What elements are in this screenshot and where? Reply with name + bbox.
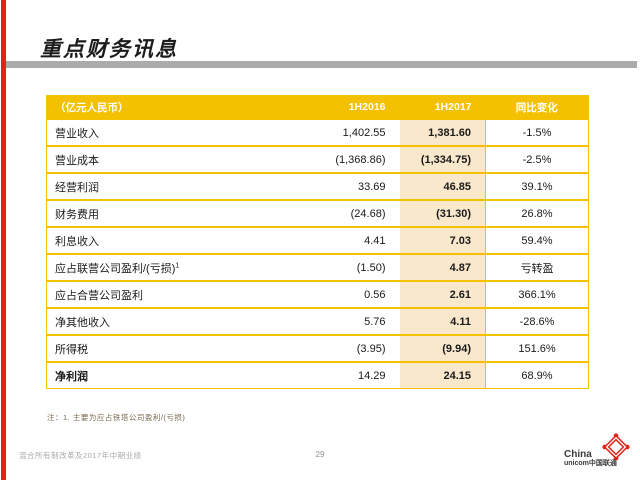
- value-1h2016: 14.29: [300, 361, 400, 389]
- table-row: 经营利润 33.69 46.85 39.1%: [46, 172, 589, 200]
- value-yoy-change: 39.1%: [485, 172, 589, 200]
- value-1h2017: 4.11: [399, 307, 486, 335]
- value-yoy-change: -28.6%: [485, 307, 589, 335]
- value-1h2016: (24.68): [300, 199, 400, 227]
- row-label: 净利润: [46, 361, 301, 389]
- value-1h2016: (1,368.86): [300, 145, 400, 173]
- value-1h2017: 7.03: [399, 226, 486, 254]
- value-1h2017: 46.85: [399, 172, 486, 200]
- table-row: 财务费用 (24.68) (31.30) 26.8%: [46, 199, 589, 227]
- table-row: 净利润 14.29 24.15 68.9%: [46, 361, 589, 389]
- row-label: 营业收入: [46, 118, 301, 146]
- value-1h2017: (1,334.75): [399, 145, 486, 173]
- value-1h2016: 0.56: [300, 280, 400, 308]
- value-1h2016: (1.50): [300, 253, 400, 281]
- row-label: 营业成本: [46, 145, 301, 173]
- value-1h2017: 24.15: [399, 361, 486, 389]
- table-row: 所得税 (3.95) (9.94) 151.6%: [46, 334, 589, 362]
- financial-table-body: 营业收入 1,402.55 1,381.60 -1.5% 营业成本 (1,368.86)(…: [46, 118, 589, 389]
- table-row: 应占联营公司盈利/(亏损)1 (1.50) 4.87 亏转盈: [46, 253, 589, 281]
- table-row: 营业成本 (1,368.86) (1,334.75) -2.5%: [46, 145, 589, 173]
- table-row: 营业收入 1,402.55 1,381.60 -1.5%: [46, 118, 589, 146]
- logo-text-china: China: [564, 449, 592, 460]
- value-1h2017: 2.61: [399, 280, 486, 308]
- unicom-knot-icon: [602, 433, 630, 466]
- footnote-ref: 1: [175, 261, 180, 269]
- footer-presentation-title: 混合所有制改革及2017年中期业绩: [19, 451, 142, 460]
- row-label: 应占合营公司盈利: [46, 280, 301, 308]
- value-yoy-change: 68.9%: [485, 361, 589, 389]
- table-header-row: （亿元人民币） 1H2016 1H2017 同比变化: [46, 95, 589, 119]
- col-header-yoy-change: 同比变化: [485, 95, 589, 119]
- page-title: 重点财务讯息: [40, 38, 178, 61]
- logo-text-unicom: unicom中国联通: [564, 460, 617, 467]
- value-1h2016: 5.76: [300, 307, 400, 335]
- footnote-text: 注：1. 主要为应占铁塔公司盈利/(亏损): [47, 413, 186, 422]
- col-header-1h2016: 1H2016: [300, 95, 400, 119]
- row-label: 经营利润: [46, 172, 301, 200]
- value-yoy-change: 151.6%: [485, 334, 589, 362]
- value-1h2017: 4.87: [399, 253, 486, 281]
- value-yoy-change: -1.5%: [485, 118, 589, 146]
- page-number: 29: [315, 450, 325, 459]
- value-yoy-change: 26.8%: [485, 199, 589, 227]
- china-unicom-logo: China unicom中国联通: [556, 433, 636, 475]
- value-yoy-change: 366.1%: [485, 280, 589, 308]
- value-yoy-change: 59.4%: [485, 226, 589, 254]
- row-label: 净其他收入: [46, 307, 301, 335]
- col-header-currency-unit: （亿元人民币）: [46, 95, 301, 119]
- title-underline: [6, 61, 637, 68]
- financial-table: （亿元人民币） 1H2016 1H2017 同比变化 营业收入 1,402.55 1…: [46, 95, 589, 389]
- value-1h2017: 1,381.60: [399, 118, 486, 146]
- row-label: 所得税: [46, 334, 301, 362]
- row-label: 财务费用: [46, 199, 301, 227]
- value-1h2016: 1,402.55: [300, 118, 400, 146]
- value-1h2016: (3.95): [300, 334, 400, 362]
- value-1h2017: (9.94): [399, 334, 486, 362]
- value-yoy-change: 亏转盈: [485, 253, 589, 281]
- table-row: 净其他收入 5.76 4.11 -28.6%: [46, 307, 589, 335]
- value-1h2016: 33.69: [300, 172, 400, 200]
- value-1h2017: (31.30): [399, 199, 486, 227]
- row-label: 应占联营公司盈利/(亏损)1: [46, 253, 301, 281]
- row-label: 利息收入: [46, 226, 301, 254]
- table-row: 利息收入 4.41 7.03 59.4%: [46, 226, 589, 254]
- table-row: 应占合营公司盈利 0.56 2.61 366.1%: [46, 280, 589, 308]
- value-1h2016: 4.41: [300, 226, 400, 254]
- col-header-1h2017: 1H2017: [399, 95, 486, 119]
- value-yoy-change: -2.5%: [485, 145, 589, 173]
- left-accent-bar: [1, 0, 6, 480]
